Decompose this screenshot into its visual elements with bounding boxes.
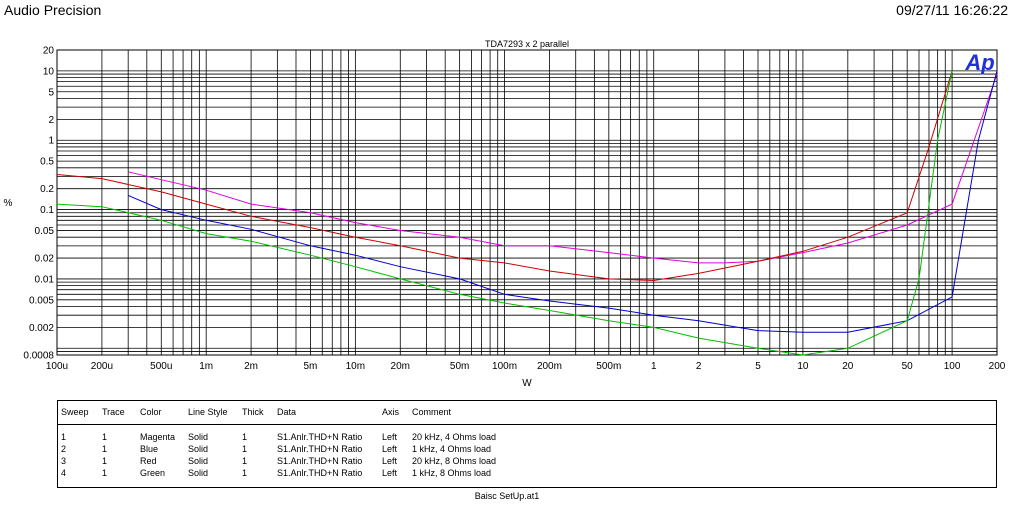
legend-cell-data: S1.Anlr.THD+N Ratio bbox=[277, 432, 363, 442]
legend-cell-comment: 1 kHz, 8 Ohms load bbox=[412, 468, 492, 478]
legend-cell-thick: 1 bbox=[242, 456, 248, 466]
y-tick-label: 0.005 bbox=[29, 295, 54, 306]
x-tick-label: 200m bbox=[537, 361, 562, 372]
y-tick-label: 0.002 bbox=[29, 323, 54, 334]
x-tick-label: 50m bbox=[450, 361, 469, 372]
legend-header-color: Color bbox=[140, 407, 162, 417]
legend-cell-line-style: Solid bbox=[188, 456, 209, 466]
x-tick-label: 2m bbox=[244, 361, 258, 372]
legend-row: 4 1 Green Solid 1 S1.Anlr.THD+N Ratio Left 1 kH… bbox=[58, 468, 996, 480]
series-line bbox=[56, 70, 953, 282]
x-tick-label: 2 bbox=[696, 361, 702, 372]
x-tick-label: 20m bbox=[391, 361, 410, 372]
legend-cell-sweep: 3 bbox=[61, 456, 67, 466]
legend-header-axis: Axis bbox=[382, 407, 400, 417]
legend-header-trace: Trace bbox=[102, 407, 125, 417]
series-line bbox=[128, 70, 998, 333]
legend-cell-sweep: 2 bbox=[61, 444, 67, 454]
plot-frame bbox=[56, 49, 998, 356]
plot-area bbox=[57, 50, 997, 355]
legend-cell-color: Green bbox=[140, 468, 166, 478]
x-tick-label: 100m bbox=[492, 361, 517, 372]
y-tick-label: 0.02 bbox=[35, 254, 55, 265]
thd-chart: 100u 200u 500u 1m 2m 5m 10m 20m 50m 100m 200m 500m 1… bbox=[4, 39, 1006, 389]
x-tick-label: 10 bbox=[797, 361, 809, 372]
legend-cell-comment: 1 kHz, 4 Ohms load bbox=[412, 444, 492, 454]
legend-row: 3 1 Red Solid 1 S1.Anlr.THD+N Ratio Left 20 kHz… bbox=[58, 456, 996, 468]
x-tick-label: 1 bbox=[651, 361, 657, 372]
legend-row: 2 1 Blue Solid 1 S1.Anlr.THD+N Ratio Left 1 kHz… bbox=[58, 444, 996, 456]
x-tick-label: 100 bbox=[944, 361, 961, 372]
legend-cell-comment: 20 kHz, 4 Ohms load bbox=[412, 432, 497, 442]
chart-title: TDA7293 x 2 parallel bbox=[485, 39, 569, 49]
legend-cell-color: Red bbox=[140, 456, 157, 466]
legend-cell-sweep: 1 bbox=[61, 432, 67, 442]
legend-cell-color: Magenta bbox=[140, 432, 176, 442]
y-tick-label: 20 bbox=[43, 46, 55, 57]
legend-cell-data: S1.Anlr.THD+N Ratio bbox=[277, 444, 363, 454]
legend-cell-sweep: 4 bbox=[61, 468, 67, 478]
series-line bbox=[56, 70, 953, 356]
y-tick-label: 0.5 bbox=[40, 157, 54, 168]
timestamp: 09/27/11 16:26:22 bbox=[896, 2, 1008, 18]
legend-cell-color: Blue bbox=[140, 444, 159, 454]
y-tick-label: 5 bbox=[48, 87, 54, 98]
x-tick-label: 50 bbox=[902, 361, 914, 372]
series-line bbox=[128, 73, 998, 264]
legend-separator bbox=[58, 424, 996, 425]
y-axis-label: % bbox=[4, 198, 13, 209]
legend-cell-trace: 1 bbox=[102, 456, 108, 466]
y-tick-label: 2 bbox=[48, 115, 54, 126]
x-tick-label: 1m bbox=[199, 361, 213, 372]
x-tick-label: 5 bbox=[755, 361, 761, 372]
legend-row: 1 1 Magenta Solid 1 S1.Anlr.THD+N Ratio Left 20… bbox=[58, 432, 996, 444]
legend-cell-thick: 1 bbox=[242, 444, 248, 454]
legend-cell-trace: 1 bbox=[102, 468, 108, 478]
legend-header-comment: Comment bbox=[412, 407, 452, 417]
x-tick-label: 100u bbox=[46, 361, 68, 372]
legend-header-line-style: Line Style bbox=[188, 407, 228, 417]
y-tick-label: 0.05 bbox=[35, 226, 55, 237]
y-tick-label: 0.2 bbox=[40, 184, 54, 195]
legend-cell-line-style: Solid bbox=[188, 432, 209, 442]
y-tick-label: 0.1 bbox=[40, 205, 54, 216]
ap-logo: Ap bbox=[964, 50, 994, 75]
legend-cell-trace: 1 bbox=[102, 444, 108, 454]
x-tick-label: 200u bbox=[91, 361, 113, 372]
legend-cell-line-style: Solid bbox=[188, 444, 209, 454]
legend-cell-thick: 1 bbox=[242, 432, 248, 442]
legend-header-thick: Thick bbox=[242, 407, 264, 417]
legend-cell-comment: 20 kHz, 8 Ohms load bbox=[412, 456, 497, 466]
x-tick-label: 10m bbox=[346, 361, 365, 372]
legend-table: Sweep Trace Color Line Style Thick Data … bbox=[57, 400, 997, 488]
app-title: Audio Precision bbox=[4, 2, 102, 18]
x-tick-label: 500m bbox=[596, 361, 621, 372]
legend-cell-axis: Left bbox=[382, 432, 398, 442]
legend-header-sweep: Sweep bbox=[61, 407, 89, 417]
setup-filename: Baisc SetUp.at1 bbox=[474, 491, 540, 501]
legend-cell-data: S1.Anlr.THD+N Ratio bbox=[277, 456, 363, 466]
x-tick-label: 200 bbox=[989, 361, 1006, 372]
x-tick-label: 20 bbox=[842, 361, 854, 372]
x-axis-label: W bbox=[522, 378, 532, 389]
x-tick-label: 500u bbox=[150, 361, 172, 372]
legend-cell-axis: Left bbox=[382, 456, 398, 466]
legend-header-data: Data bbox=[277, 407, 297, 417]
legend-cell-axis: Left bbox=[382, 444, 398, 454]
y-tick-label: 10 bbox=[43, 66, 55, 77]
y-tick-label: 0.0008 bbox=[23, 351, 54, 362]
legend-cell-thick: 1 bbox=[242, 468, 248, 478]
y-tick-label: 1 bbox=[48, 136, 54, 147]
legend-cell-data: S1.Anlr.THD+N Ratio bbox=[277, 468, 363, 478]
legend-cell-trace: 1 bbox=[102, 432, 108, 442]
legend-cell-axis: Left bbox=[382, 468, 398, 478]
x-tick-label: 5m bbox=[304, 361, 318, 372]
y-tick-label: 0.01 bbox=[35, 274, 55, 285]
legend-cell-line-style: Solid bbox=[188, 468, 209, 478]
